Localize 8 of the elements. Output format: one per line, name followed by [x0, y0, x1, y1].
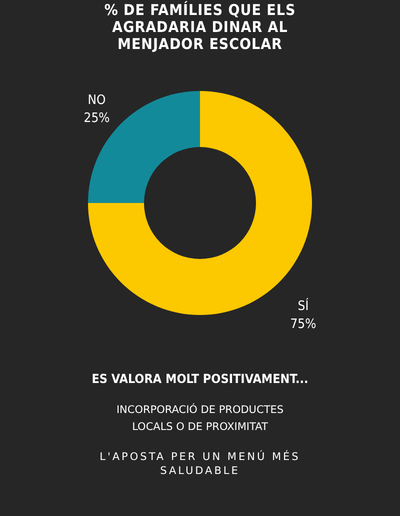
text: L'APOSTA PER UN MENÚ MÉS SALUDABLE: [98, 450, 302, 478]
data-label: 25%: [84, 110, 110, 126]
slice-label: SÍ: [298, 297, 310, 314]
text: ES VALORA MOLT POSITIVAMENT...: [90, 371, 310, 386]
chart-title: % DE FAMÍLIES QUE ELS AGRADARIA DINAR AL MENJADOR ESCOLAR: [103, 1, 297, 53]
data-label: 75%: [290, 317, 316, 332]
slice-label: NO: [88, 92, 106, 108]
text: INCORPORACIÓ DE PRODUCTES LOCALS O DE PROXIMITAT: [115, 402, 285, 435]
